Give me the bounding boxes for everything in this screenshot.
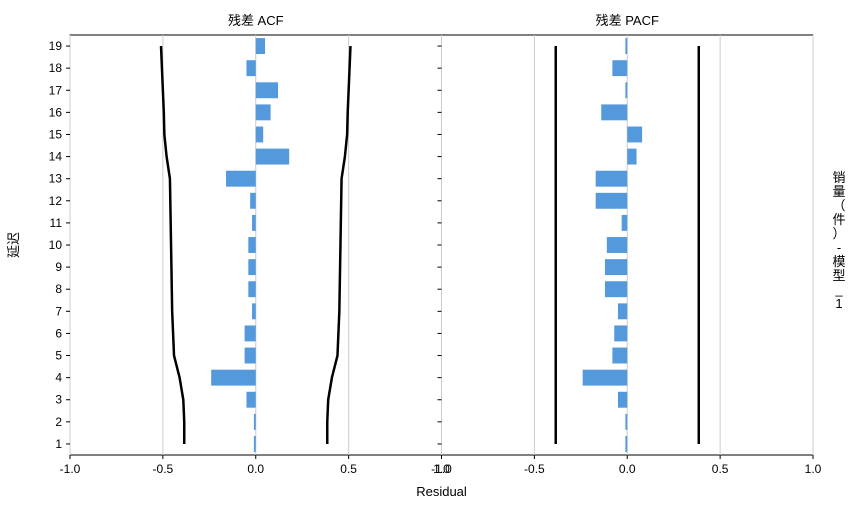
panel-title: 残差 ACF <box>228 13 284 28</box>
acf-pacf-chart: -1.0-0.50.00.51.0残差 ACF-1.0-0.50.00.51.0… <box>0 0 853 510</box>
svg-text:6: 6 <box>55 326 62 340</box>
svg-text:15: 15 <box>49 127 63 141</box>
svg-text:9: 9 <box>55 260 62 274</box>
svg-text:8: 8 <box>55 282 62 296</box>
panel-title: 残差 PACF <box>596 13 659 28</box>
svg-text:0.0: 0.0 <box>619 462 636 476</box>
svg-text:-0.5: -0.5 <box>153 462 174 476</box>
svg-text:17: 17 <box>49 83 63 97</box>
svg-text:18: 18 <box>49 61 63 75</box>
svg-text:10: 10 <box>49 238 63 252</box>
svg-text:-1.0: -1.0 <box>60 462 81 476</box>
svg-text:19: 19 <box>49 39 63 53</box>
svg-text:4: 4 <box>55 371 62 385</box>
svg-text:-0.5: -0.5 <box>524 462 545 476</box>
svg-text:1.0: 1.0 <box>805 462 822 476</box>
svg-text:5: 5 <box>55 349 62 363</box>
svg-text:13: 13 <box>49 172 63 186</box>
svg-text:11: 11 <box>50 216 63 230</box>
x-axis-title: Residual <box>416 484 467 499</box>
svg-text:-1.0: -1.0 <box>431 462 452 476</box>
svg-text:12: 12 <box>49 194 63 208</box>
svg-text:0.0: 0.0 <box>247 462 264 476</box>
svg-text:14: 14 <box>49 150 63 164</box>
svg-text:7: 7 <box>55 304 62 318</box>
y-axis-title: 延迟 <box>6 232 21 258</box>
svg-text:0.5: 0.5 <box>712 462 729 476</box>
svg-text:1: 1 <box>55 437 62 451</box>
svg-text:0.5: 0.5 <box>340 462 357 476</box>
svg-text:16: 16 <box>49 105 63 119</box>
svg-text:3: 3 <box>55 393 62 407</box>
svg-text:2: 2 <box>55 415 62 429</box>
